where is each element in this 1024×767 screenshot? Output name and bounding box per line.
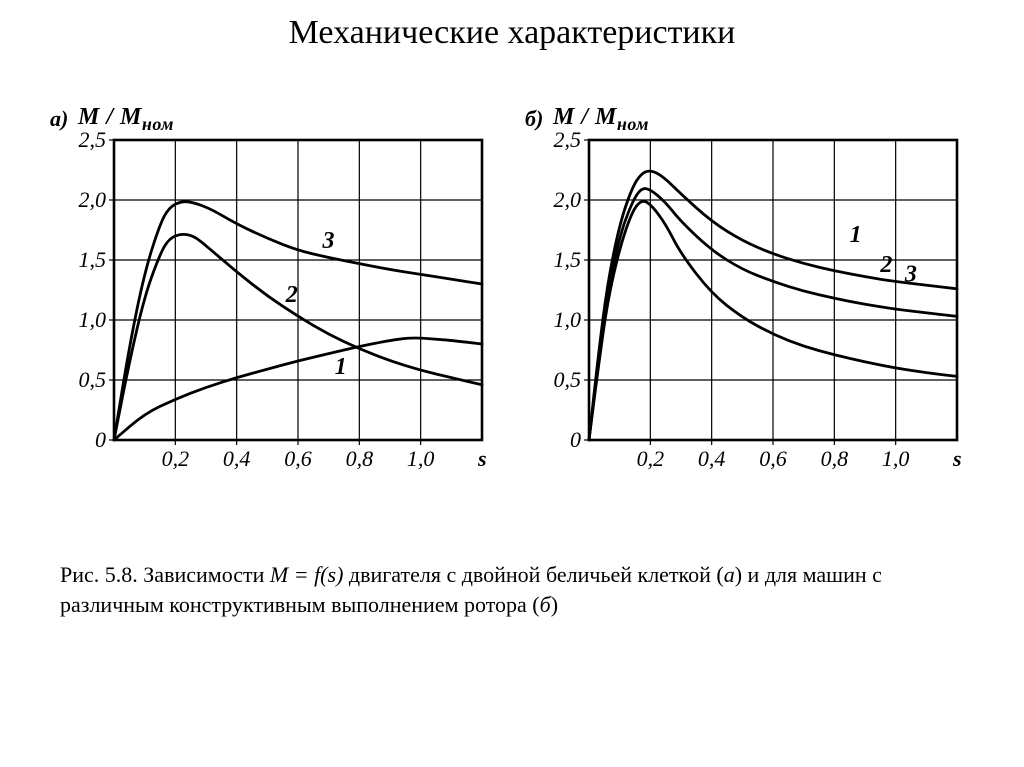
right-chart-box: б) M / Mном 00,51,01,52,02,50,20,40,60,8… — [527, 100, 972, 500]
curve-label-1: 1 — [850, 222, 862, 248]
left-chart-box: a) M / Mном 00,51,01,52,02,50,20,40,60,8… — [52, 100, 497, 500]
panel-id-a: a) — [50, 106, 68, 132]
curve-label-1: 1 — [335, 354, 347, 380]
left-chart-svg: 0 0,5 1,0 1,5 2,0 2,5 0,2 0,4 0,6 0,8 1,0 s 1 2 3 — [52, 130, 497, 490]
curve-label-2: 2 — [879, 252, 892, 278]
y-tick-label: 0 — [95, 427, 106, 452]
y-tick-label: 0 — [570, 427, 581, 452]
charts-row: a) M / Mном 00,51,01,52,02,50,20,40,60,8… — [52, 100, 972, 500]
x-tick-label: 1,0 — [882, 446, 910, 471]
curve-label-3: 3 — [904, 262, 917, 288]
y-tick-label: 2,5 — [79, 130, 107, 152]
y-tick-label: 0,5 — [554, 367, 582, 392]
right-chart-svg: 0 0,5 1,0 1,5 2,0 2,5 0,2 0,4 0,6 0,8 1,0 s 123 — [527, 130, 972, 490]
x-axis-label: s — [952, 446, 962, 471]
x-tick-label: 0,2 — [162, 446, 190, 471]
x-axis-label: s — [477, 446, 487, 471]
figure-caption: Рис. 5.8. Зависимости M = f(s) двигателя… — [60, 560, 965, 619]
y-tick-label: 0,5 — [79, 367, 107, 392]
y-tick-label: 2,5 — [554, 130, 582, 152]
y-tick-label: 1,0 — [79, 307, 107, 332]
curve-label-3: 3 — [322, 228, 335, 254]
x-tick-label: 0,4 — [223, 446, 251, 471]
page-root: { "title": "Механические характеристики"… — [0, 0, 1024, 767]
page-title: Механические характеристики — [0, 14, 1024, 52]
y-tick-label: 1,5 — [554, 247, 582, 272]
y-tick-label: 1,5 — [79, 247, 107, 272]
x-tick-label: 0,8 — [346, 446, 374, 471]
x-tick-label: 0,4 — [698, 446, 726, 471]
x-tick-label: 0,6 — [284, 446, 312, 471]
y-tick-label: 2,0 — [79, 187, 107, 212]
panel-id-b: б) — [525, 106, 543, 132]
x-tick-label: 0,2 — [637, 446, 665, 471]
y-tick-label: 2,0 — [554, 187, 582, 212]
y-tick-label: 1,0 — [554, 307, 582, 332]
curve-label-2: 2 — [285, 282, 298, 308]
x-tick-label: 0,8 — [821, 446, 849, 471]
x-tick-label: 0,6 — [759, 446, 787, 471]
x-tick-label: 1,0 — [407, 446, 435, 471]
